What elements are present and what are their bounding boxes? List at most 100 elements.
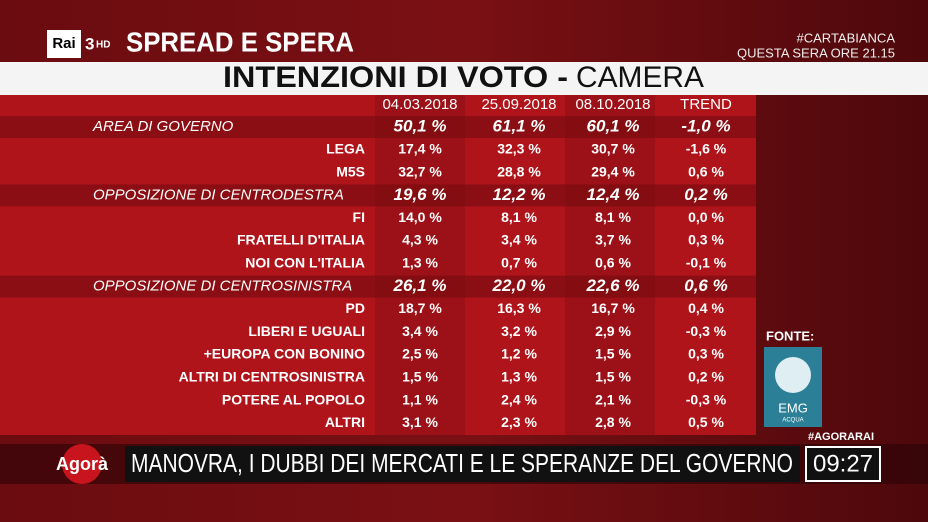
cell-value: 2,5 % [402, 346, 438, 362]
cell-value: 2,9 % [595, 323, 631, 339]
cell-value: 28,8 % [497, 163, 541, 179]
group-row-band [0, 184, 756, 207]
party-label: PD [346, 300, 365, 316]
group-row-band [0, 275, 756, 298]
party-label: LEGA [326, 141, 365, 157]
rai-logo-box [47, 30, 81, 58]
column-header: 08.10.2018 [575, 96, 650, 113]
cell-value: 1,3 % [501, 369, 537, 385]
cell-value: 29,4 % [591, 163, 635, 179]
promo-time: QUESTA SERA ORE 21.15 [737, 45, 895, 60]
party-label: ALTRI [325, 414, 365, 430]
party-label: LIBERI E UGUALI [248, 323, 365, 339]
cell-value: 0,2 % [688, 369, 724, 385]
cell-value: 1,5 % [595, 369, 631, 385]
cell-value: 60,1 % [587, 116, 640, 135]
cell-value: 17,4 % [398, 141, 442, 157]
cell-value: -1,6 % [686, 141, 727, 157]
party-label: NOI CON L'ITALIA [245, 255, 365, 271]
party-label: FRATELLI D'ITALIA [237, 232, 365, 248]
headline: MANOVRA, I DUBBI DEI MERCATI E LE SPERAN… [131, 448, 793, 478]
cell-value: 2,1 % [595, 391, 631, 407]
hashtag: #AGORARAI [808, 431, 874, 443]
cell-value: 4,3 % [402, 232, 438, 248]
cell-value: 1,1 % [402, 391, 438, 407]
cell-value: 50,1 % [394, 116, 447, 135]
column-stripe [375, 95, 465, 435]
cell-value: 61,1 % [493, 116, 546, 135]
channel-number: 3 [85, 34, 94, 53]
title-main: INTENZIONI DI VOTO - [223, 61, 568, 94]
title-sub: CAMERA [576, 61, 704, 94]
channel-hd: HD [96, 40, 110, 51]
cell-value: 2,3 % [501, 414, 537, 430]
title-band [0, 62, 928, 95]
cell-value: 16,7 % [591, 300, 635, 316]
source-logo-sub: ACQUA [782, 418, 803, 424]
cell-value: 0,7 % [501, 255, 537, 271]
cell-value: 0,6 % [684, 276, 727, 295]
cell-value: -1,0 % [681, 116, 730, 135]
cell-value: 8,1 % [501, 209, 537, 225]
party-label: M5S [336, 163, 365, 179]
party-label: FI [353, 209, 365, 225]
cell-value: 0,6 % [688, 163, 724, 179]
cell-value: -0,3 % [686, 391, 727, 407]
cell-value: 14,0 % [398, 209, 442, 225]
source-logo-icon [775, 357, 811, 393]
column-stripe [565, 95, 655, 435]
show-title: SPREAD E SPERA [126, 26, 354, 57]
cell-value: -0,1 % [686, 255, 727, 271]
cell-value: 2,4 % [501, 391, 537, 407]
cell-value: 3,1 % [402, 414, 438, 430]
cell-value: 12,4 % [587, 185, 640, 204]
cell-value: 16,3 % [497, 300, 541, 316]
area-label: AREA DI GOVERNO [92, 118, 234, 135]
cell-value: 1,5 % [595, 346, 631, 362]
cell-value: 26,1 % [393, 276, 447, 295]
cell-value: 32,7 % [398, 163, 442, 179]
cell-value: 22,0 % [492, 276, 546, 295]
cell-value: 0,2 % [684, 185, 727, 204]
cell-value: 0,0 % [688, 209, 724, 225]
column-header: 04.03.2018 [382, 96, 457, 113]
clock: 09:27 [813, 450, 873, 477]
promo-tag: #CARTABIANCA [797, 30, 896, 45]
rai-logo: Rai [52, 35, 75, 52]
cell-value: 18,7 % [398, 300, 442, 316]
cell-value: 1,5 % [402, 369, 438, 385]
clock-box [805, 446, 881, 482]
cell-value: 0,3 % [688, 346, 724, 362]
cell-value: 3,4 % [402, 323, 438, 339]
area-label: OPPOSIZIONE DI CENTRODESTRA [93, 186, 344, 203]
source-logo: EMG [778, 400, 808, 415]
cell-value: -0,3 % [686, 323, 727, 339]
program-logo: Agorà [56, 454, 109, 474]
column-header: TREND [680, 96, 732, 113]
table-rows: 04.03.2018 25.09.2018 08.10.2018 TREND AREA … [0, 96, 756, 430]
cell-value: 0,4 % [688, 300, 724, 316]
cell-value: 0,6 % [595, 255, 631, 271]
cell-value: 0,3 % [688, 232, 724, 248]
cell-value: 3,4 % [501, 232, 537, 248]
cell-value: 0,5 % [688, 414, 724, 430]
cell-value: 12,2 % [493, 185, 546, 204]
cell-value: 1,3 % [402, 255, 438, 271]
source-label: FONTE: [766, 328, 814, 343]
cell-value: 19,6 % [394, 185, 447, 204]
program-logo-bg [62, 444, 102, 484]
cell-value: 1,2 % [501, 346, 537, 362]
area-label: OPPOSIZIONE DI CENTROSINISTRA [93, 278, 352, 295]
cell-value: 3,2 % [501, 323, 537, 339]
group-row-band [0, 116, 756, 138]
party-label: ALTRI DI CENTROSINISTRA [179, 369, 365, 385]
cell-value: 22,6 % [586, 276, 640, 295]
party-label: +EUROPA CON BONINO [204, 346, 366, 362]
column-header: 25.09.2018 [481, 96, 556, 113]
cell-value: 2,8 % [595, 414, 631, 430]
cell-value: 30,7 % [591, 141, 635, 157]
cell-value: 8,1 % [595, 209, 631, 225]
cell-value: 32,3 % [497, 141, 541, 157]
